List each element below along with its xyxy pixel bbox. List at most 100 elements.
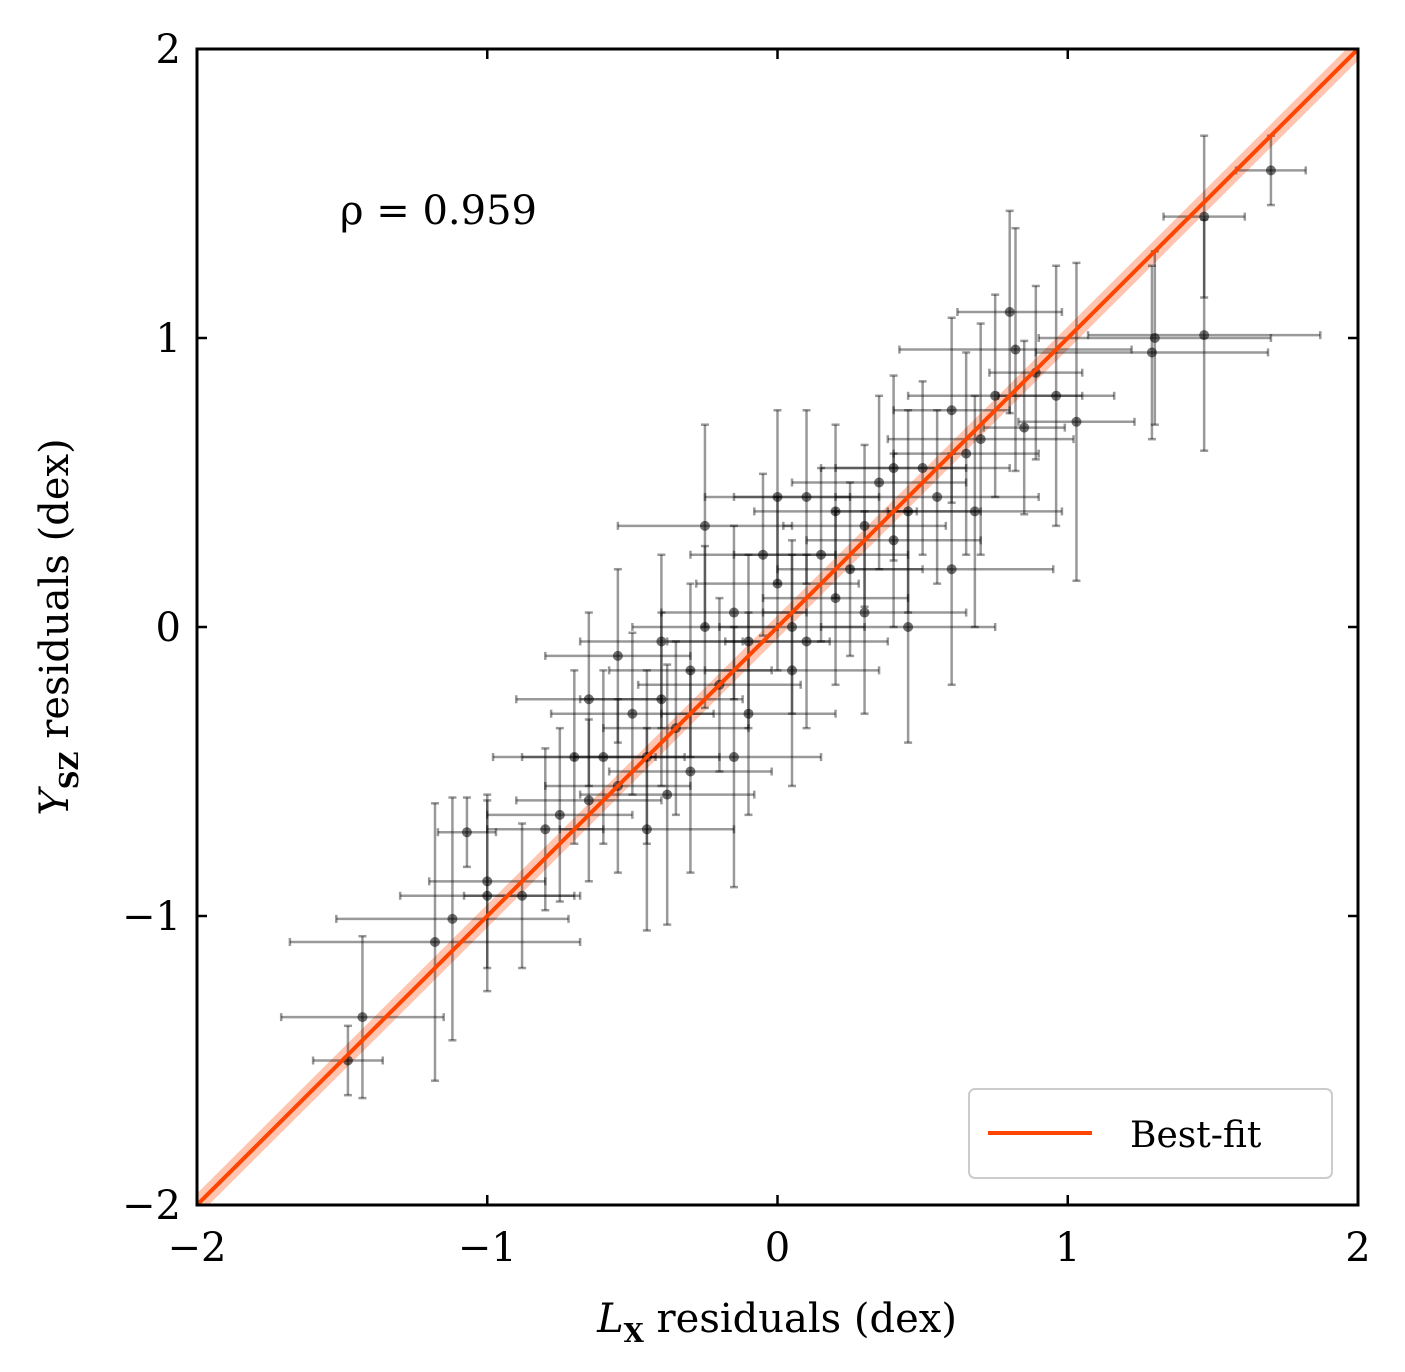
data-point — [1037, 250, 1273, 426]
point-marker — [946, 405, 957, 416]
point-marker — [699, 622, 710, 632]
data-point — [886, 322, 1075, 556]
point-marker — [612, 650, 623, 661]
data-point — [834, 380, 1011, 556]
point-marker — [482, 876, 493, 887]
point-marker — [830, 506, 841, 517]
data-point — [515, 718, 663, 883]
point-marker — [656, 636, 667, 647]
y-tick-label: 1 — [156, 316, 181, 362]
point-marker — [569, 752, 580, 763]
point-marker — [1019, 422, 1030, 433]
point-marker — [357, 1012, 368, 1023]
data-point — [311, 1024, 385, 1097]
point-marker — [699, 520, 710, 531]
point-marker — [903, 622, 914, 632]
point-marker — [816, 549, 827, 560]
y-axis-label-symbol: Y — [32, 786, 78, 816]
point-marker — [627, 708, 638, 719]
data-point — [776, 481, 924, 658]
point-marker — [801, 636, 812, 647]
x-axis-label-text: residuals (dex) — [644, 1296, 957, 1342]
point-marker — [845, 564, 856, 575]
data-point — [558, 726, 736, 932]
point-marker — [787, 665, 798, 676]
data-point — [898, 226, 1133, 473]
data-point — [549, 631, 715, 796]
best-fit-line — [197, 49, 1358, 1205]
point-marker — [662, 789, 673, 800]
x-tick-label: 1 — [1055, 1225, 1080, 1271]
data-point — [761, 510, 968, 715]
y-tick-label: −2 — [122, 1183, 181, 1229]
data-point — [724, 553, 890, 730]
data-point — [398, 799, 576, 993]
point-marker — [1199, 211, 1210, 222]
data-point — [607, 582, 773, 759]
data-point — [819, 374, 968, 562]
data-point — [689, 472, 837, 637]
data-point — [1086, 218, 1322, 452]
data-point — [462, 822, 582, 970]
data-point — [753, 423, 919, 600]
point-marker — [1265, 165, 1276, 176]
data-point — [732, 466, 910, 643]
x-tick-label: −2 — [168, 1225, 227, 1271]
correlation-annotation: ρ = 0.959 — [340, 188, 537, 234]
x-tick-label: −1 — [458, 1225, 517, 1271]
data-point — [703, 409, 852, 585]
point-marker — [656, 694, 667, 705]
legend-label: Best-fit — [1130, 1115, 1262, 1156]
point-marker — [757, 549, 768, 560]
data-point — [578, 553, 744, 730]
point-marker — [583, 795, 594, 806]
point-marker — [969, 506, 980, 517]
point-marker — [554, 809, 565, 820]
point-marker — [728, 752, 739, 763]
point-marker — [1071, 416, 1082, 427]
point-marker — [801, 491, 812, 502]
point-marker — [461, 827, 472, 838]
point-marker — [990, 390, 1001, 401]
data-point — [578, 663, 756, 926]
point-marker — [583, 694, 594, 705]
point-marker — [787, 622, 798, 632]
point-marker — [975, 434, 986, 445]
point-marker — [961, 448, 972, 459]
data-point — [427, 793, 547, 970]
data-point — [1162, 134, 1247, 299]
data-point — [782, 443, 948, 609]
data-point — [660, 611, 837, 817]
y-tick-label: 2 — [156, 27, 181, 73]
y-tick-label: 0 — [156, 605, 181, 651]
point-marker — [903, 506, 914, 517]
point-marker — [685, 665, 696, 676]
x-axis-label-symbol: L — [596, 1296, 624, 1342]
point-marker — [1051, 390, 1062, 401]
point-marker — [517, 890, 528, 901]
point-marker — [598, 752, 609, 763]
point-marker — [540, 824, 551, 835]
point-marker — [1004, 306, 1015, 317]
point-marker — [1146, 347, 1157, 358]
data-point — [834, 409, 1040, 585]
point-marker — [888, 463, 899, 474]
data-point — [732, 409, 881, 585]
data-point — [892, 351, 1040, 556]
point-marker — [946, 564, 957, 575]
data-point — [515, 611, 663, 788]
data-point — [1017, 261, 1136, 583]
y-axis-label: YSZ residuals (dex) — [32, 438, 85, 815]
data-point — [790, 394, 968, 571]
point-marker — [830, 593, 841, 604]
data-point — [645, 625, 823, 889]
data-point — [703, 553, 881, 788]
data-point — [906, 293, 1084, 499]
y-axis-label-subscript: SZ — [55, 751, 85, 789]
data-point — [956, 209, 1064, 415]
data-point — [279, 934, 445, 1100]
data-point — [544, 567, 692, 744]
point-marker — [743, 636, 754, 647]
point-marker — [430, 937, 441, 948]
